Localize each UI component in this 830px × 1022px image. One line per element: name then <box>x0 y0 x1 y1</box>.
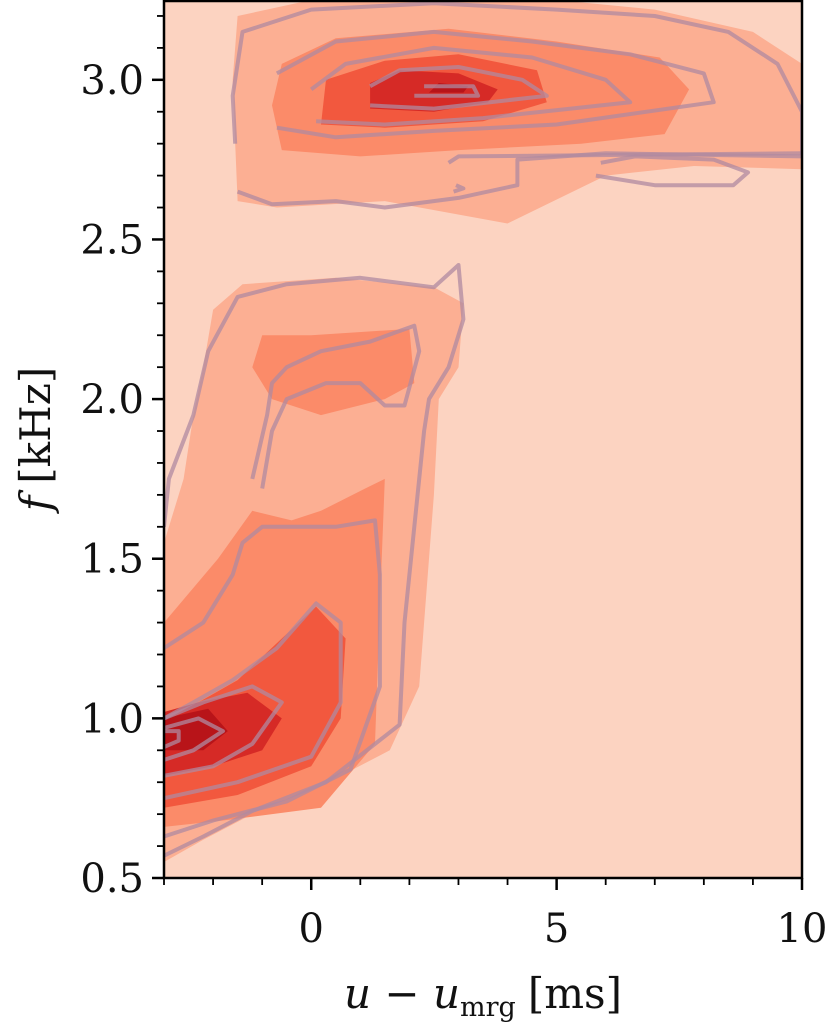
contour-line-9 <box>275 29 716 140</box>
contour-line-5 <box>164 716 225 762</box>
contour-line-2 <box>164 518 382 839</box>
contour-line-11 <box>369 65 549 111</box>
x-axis-tick-labels: 0 5 10 <box>299 906 828 952</box>
y-axis-tick-labels: 0.5 1.0 1.5 2.0 2.5 3.0 <box>80 58 144 902</box>
x-tick-label: 10 <box>777 906 828 952</box>
y-axis-label: f [kHz] <box>11 367 60 515</box>
y-tick-label: 2.5 <box>80 217 144 263</box>
x-axis-label-main: u − u <box>344 969 460 1018</box>
contour-line-14 <box>595 154 750 188</box>
plot-frame <box>162 0 804 880</box>
contour-line-13 <box>447 151 802 165</box>
y-tick-label: 1.0 <box>80 696 144 742</box>
y-tick-label: 1.5 <box>80 537 144 583</box>
contour-line-10 <box>310 45 633 127</box>
y-tick-label: 3.0 <box>80 58 144 104</box>
y-tick-label: 2.0 <box>80 377 144 423</box>
x-tick-label: 5 <box>544 906 569 952</box>
y-axis-ticks <box>152 15 164 880</box>
contour-line-8 <box>230 1 802 210</box>
y-axis-label-unit: [kHz] <box>11 367 60 484</box>
contour-line-6 <box>164 729 181 749</box>
x-axis-label-subscript: mrg <box>460 992 516 1022</box>
contour-line-4 <box>164 684 284 778</box>
contour-line-15 <box>452 183 466 194</box>
x-tick-label: 0 <box>299 906 324 952</box>
contour-line-12 <box>414 84 481 98</box>
contour-lines <box>164 1 802 858</box>
x-axis-label: u − umrg [ms] <box>344 969 622 1022</box>
y-tick-label: 0.5 <box>80 856 144 902</box>
contour-line-3 <box>164 601 343 801</box>
x-axis-ticks <box>163 878 804 890</box>
x-axis-label-unit: [ms] <box>528 969 622 1018</box>
contour-line-7 <box>250 323 422 489</box>
plot-area <box>162 0 804 880</box>
y-axis-label-main: f <box>11 489 60 514</box>
